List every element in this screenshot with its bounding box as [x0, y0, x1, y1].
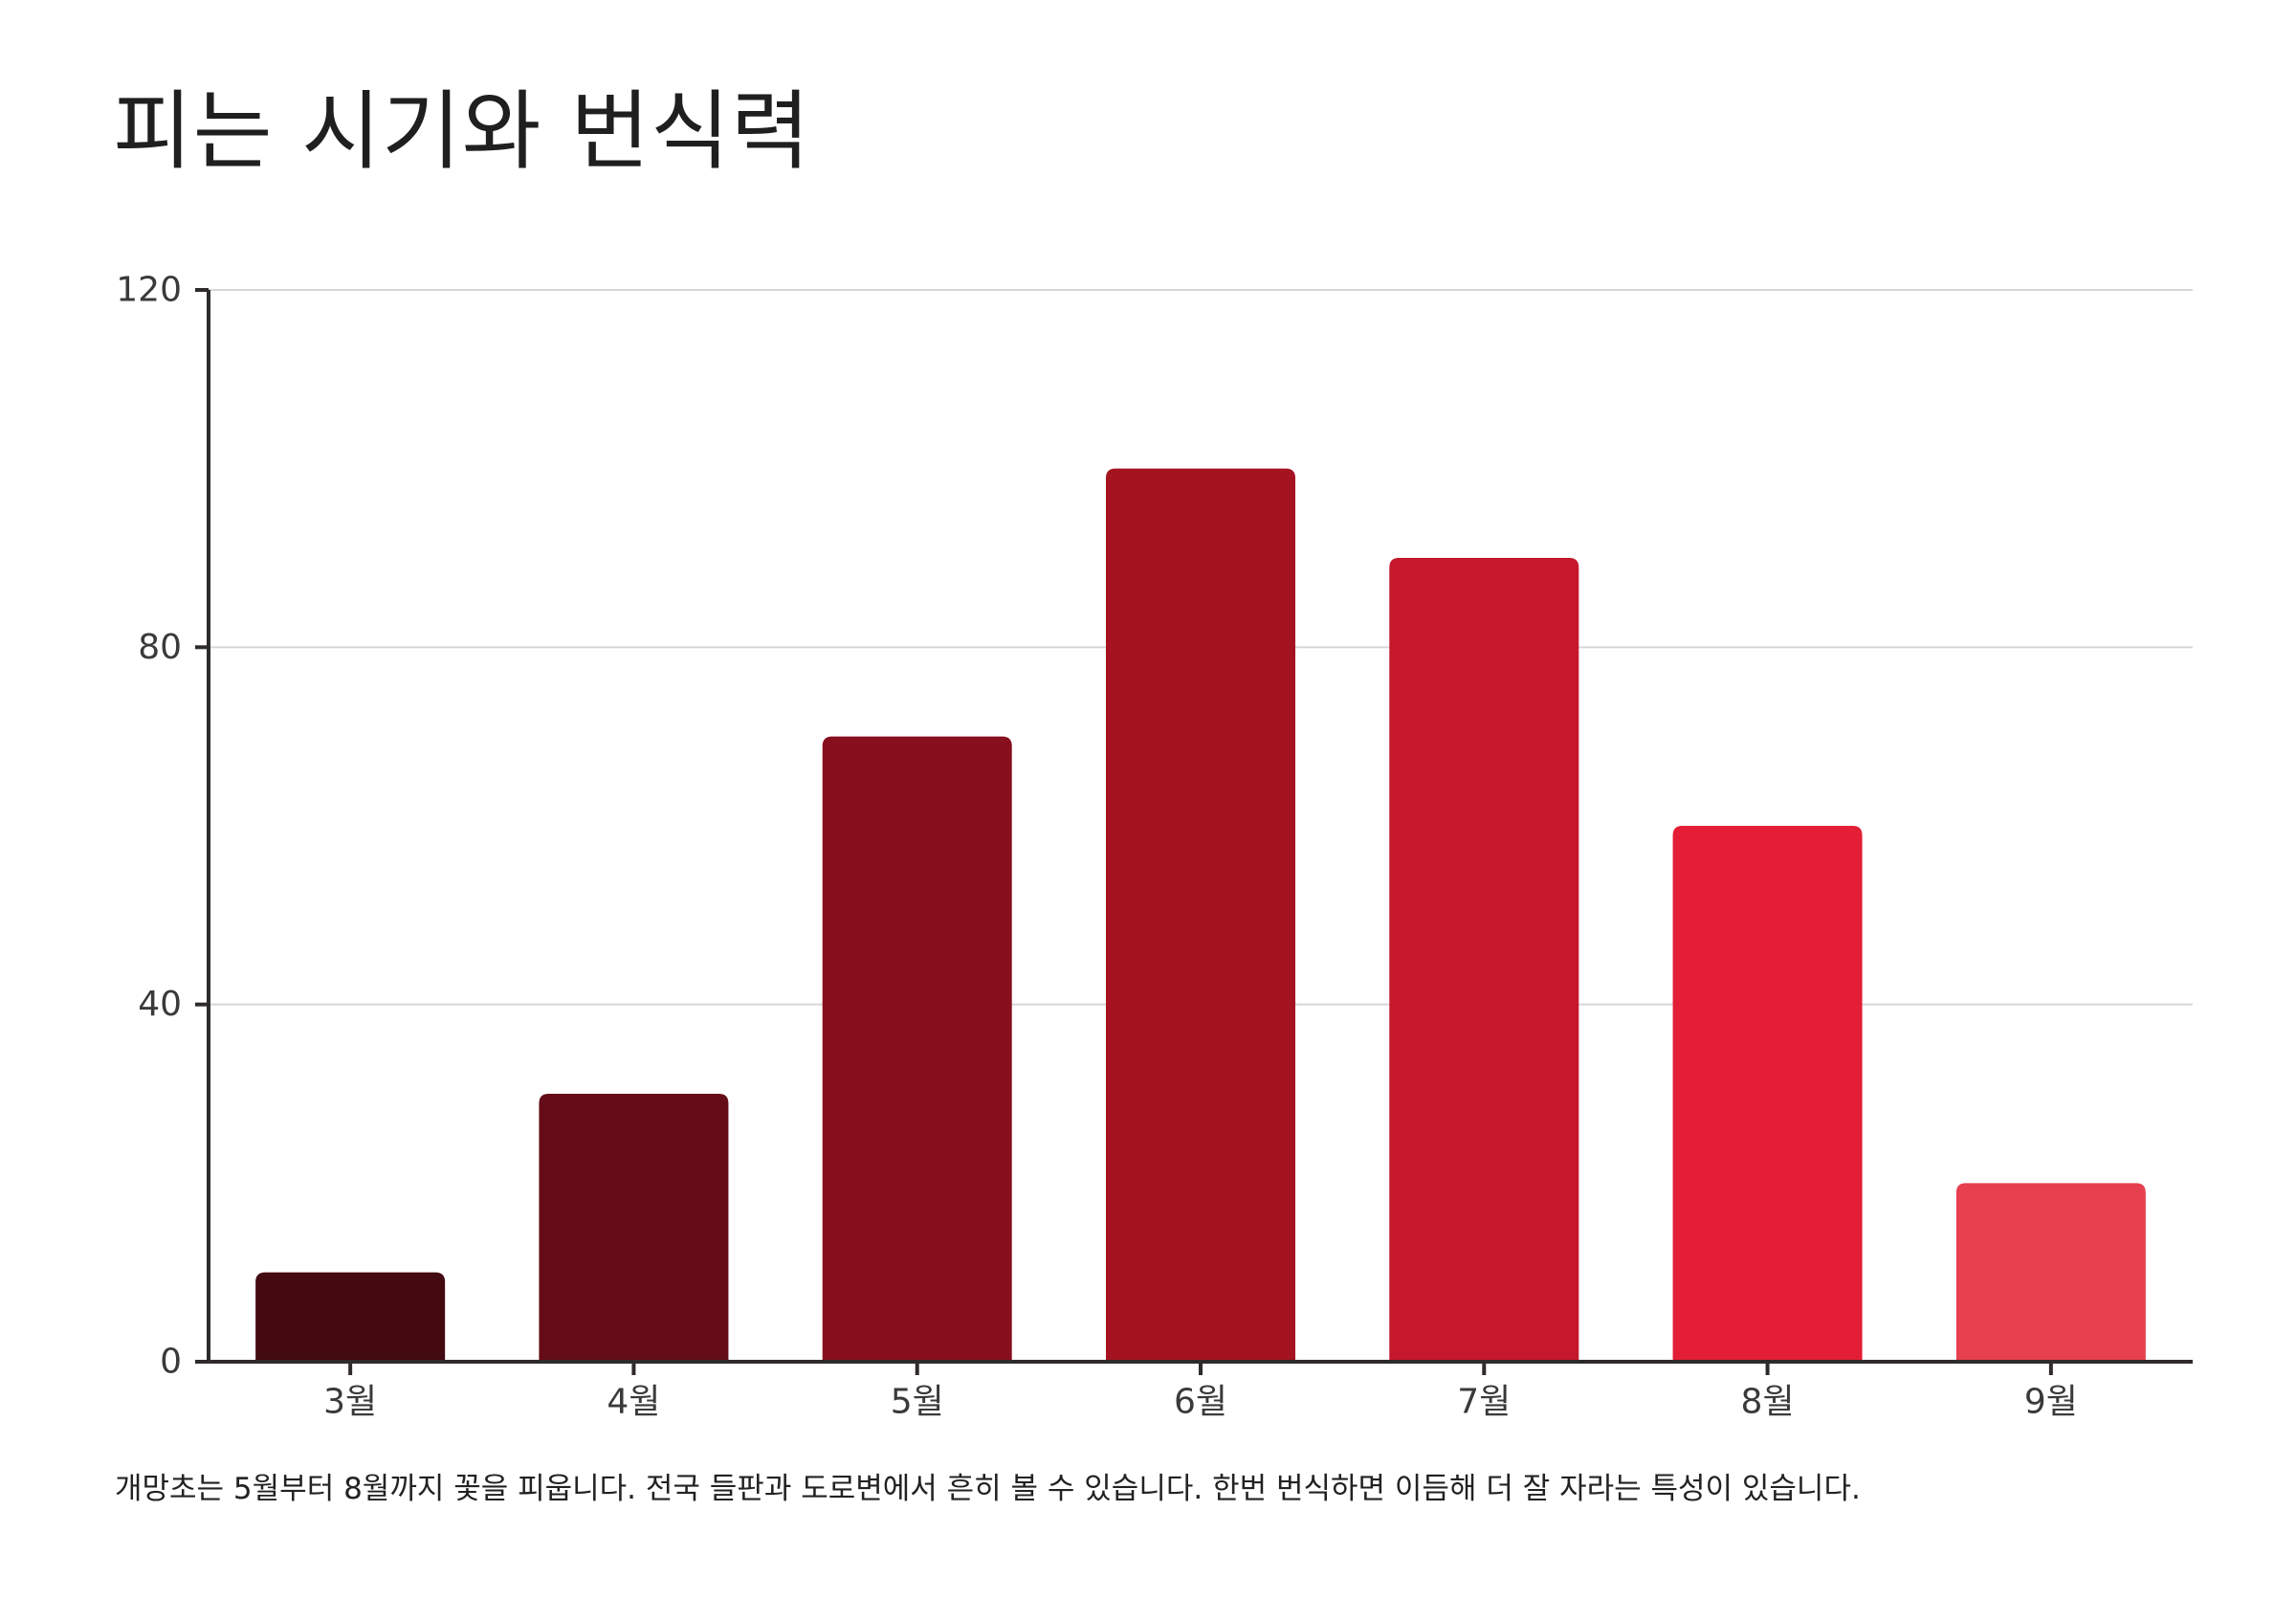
y-tick-label: 120 [116, 271, 182, 310]
bars [255, 468, 2146, 1363]
bar-7 [1389, 558, 1579, 1362]
x-tick-label: 6월 [1174, 1383, 1227, 1422]
page-title: 피는 시기와 번식력 [113, 81, 811, 182]
y-tick-label: 80 [138, 628, 182, 667]
x-tick-label: 5월 [891, 1383, 944, 1422]
bar-5 [822, 736, 1012, 1362]
y-tick-label: 40 [138, 985, 182, 1024]
x-tick-label: 9월 [2024, 1383, 2078, 1422]
tick-labels: 0 40 80 120 3월 4월 5월 6월 7월 8월 9월 [116, 271, 2078, 1422]
axes [195, 288, 2193, 1375]
x-tick-label: 8월 [1741, 1383, 1795, 1422]
bar-8 [1672, 826, 1863, 1362]
chart-caption: 개망초는 5월부터 8월까지 꽃을 피웁니다. 전국 들판과 도로변에서 흔히 … [115, 1472, 1861, 1506]
bar-4 [539, 1094, 729, 1362]
bar-3 [255, 1272, 446, 1362]
x-tick-label: 3월 [323, 1383, 377, 1422]
bar-6 [1106, 468, 1295, 1363]
y-tick-label: 0 [160, 1343, 182, 1382]
x-tick-label: 4월 [607, 1383, 660, 1422]
x-tick-label: 7월 [1457, 1383, 1511, 1422]
bar-9 [1955, 1183, 2146, 1362]
